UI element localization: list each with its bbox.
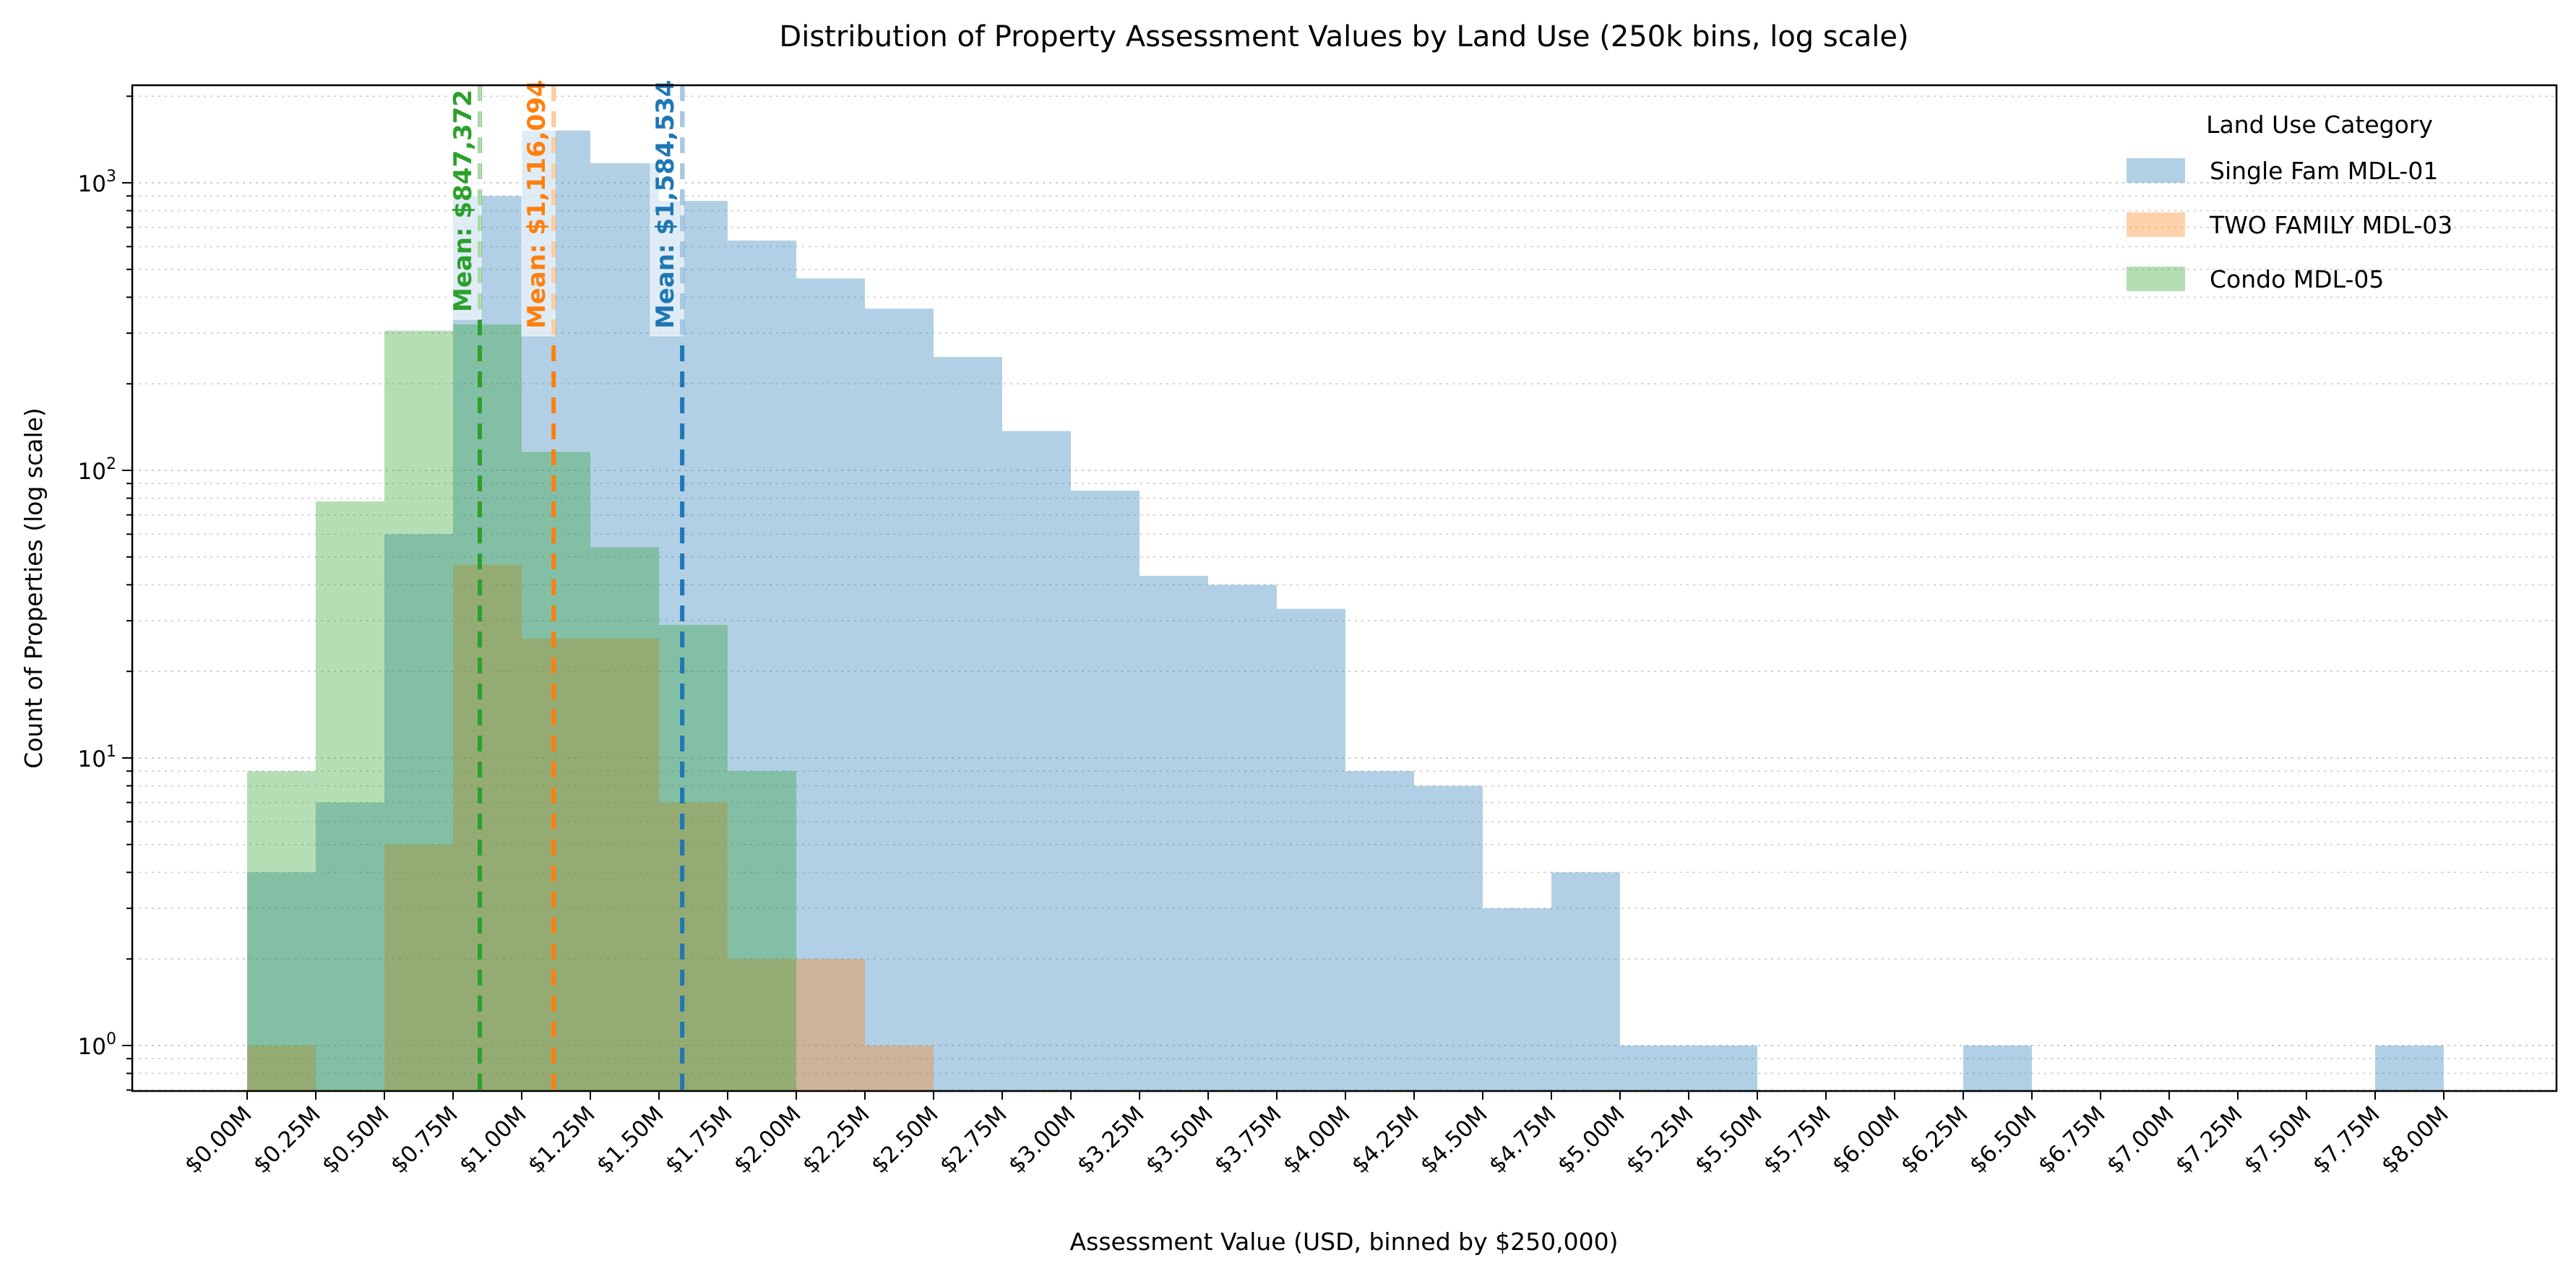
legend-swatch xyxy=(2127,267,2185,291)
bar xyxy=(1963,1046,2032,1091)
mean-label-box xyxy=(650,72,684,337)
bar xyxy=(1208,585,1277,1091)
bar xyxy=(1483,908,1551,1091)
bar xyxy=(247,1046,316,1091)
bar xyxy=(316,501,384,1091)
mean-label-box xyxy=(521,72,556,337)
y-tick-label: 102 xyxy=(78,455,116,485)
mean-label: Mean: $847,372 xyxy=(449,90,478,312)
bar xyxy=(247,872,316,1091)
legend-swatch xyxy=(2127,212,2185,237)
bar xyxy=(522,638,590,1091)
legend-title: Land Use Category xyxy=(2206,111,2433,139)
bar xyxy=(590,638,659,1091)
bar xyxy=(590,547,659,1091)
mean-label: Mean: $1,584,534 xyxy=(651,79,680,329)
mean-lines: Mean: $1,584,534 Mean: $1,116,094 Mean: $8… xyxy=(447,72,685,1091)
histogram-bars xyxy=(247,130,2444,1092)
bar xyxy=(659,624,728,1091)
bar xyxy=(1277,608,1345,1091)
bar xyxy=(2375,1046,2444,1091)
bar xyxy=(1551,872,1620,1091)
bar xyxy=(1071,491,1140,1091)
series-1-bars xyxy=(247,564,934,1091)
mean-label: Mean: $1,116,094 xyxy=(522,79,551,329)
bar xyxy=(1002,431,1071,1091)
mean-label-box xyxy=(447,82,482,320)
bar xyxy=(728,771,796,1091)
y-tick-label: 100 xyxy=(78,1030,116,1060)
bar xyxy=(384,330,453,1091)
bar xyxy=(659,201,728,1091)
legend-label: Single Fam MDL-01 xyxy=(2210,157,2438,185)
legend-item: Single Fam MDL-01 xyxy=(2127,157,2438,185)
legend: Land Use Category Single Fam MDL-01 TWO F… xyxy=(2127,111,2452,293)
legend-item: TWO FAMILY MDL-03 xyxy=(2127,211,2452,239)
bar xyxy=(316,802,384,1091)
y-tick-label: 101 xyxy=(78,743,116,772)
bar xyxy=(384,844,453,1091)
plot-frame xyxy=(131,84,2558,1092)
bar xyxy=(453,324,522,1092)
bar xyxy=(247,771,316,1091)
legend-label: TWO FAMILY MDL-03 xyxy=(2209,211,2452,239)
bar xyxy=(453,196,522,1092)
y-axis-label: Count of Properties (log scale) xyxy=(20,408,48,769)
bar xyxy=(728,959,796,1091)
bar xyxy=(1689,1046,1757,1091)
series-0-bars xyxy=(247,130,2444,1092)
bar xyxy=(865,309,934,1092)
bar xyxy=(453,564,522,1091)
bar xyxy=(659,802,728,1091)
chart-title: Distribution of Property Assessment Valu… xyxy=(779,20,1908,53)
bar xyxy=(590,163,659,1091)
legend-item: Condo MDL-05 xyxy=(2127,265,2384,293)
bar xyxy=(1345,771,1414,1091)
bar xyxy=(934,357,1002,1091)
series-2-bars xyxy=(247,324,796,1092)
bar xyxy=(796,959,865,1091)
bar xyxy=(1140,575,1208,1091)
bar xyxy=(522,452,590,1091)
bar xyxy=(728,240,796,1092)
bar xyxy=(1620,1046,1689,1091)
y-axis-ticks: 100 101 102 103 xyxy=(78,95,132,1091)
bar xyxy=(1414,785,1483,1091)
bar xyxy=(865,1046,934,1091)
bar xyxy=(384,534,453,1091)
legend-label: Condo MDL-05 xyxy=(2210,265,2384,293)
y-tick-label: 103 xyxy=(78,168,116,197)
legend-swatch xyxy=(2127,158,2185,183)
bar xyxy=(796,278,865,1091)
x-axis-label: Assessment Value (USD, binned by $250,00… xyxy=(1070,1228,1619,1256)
